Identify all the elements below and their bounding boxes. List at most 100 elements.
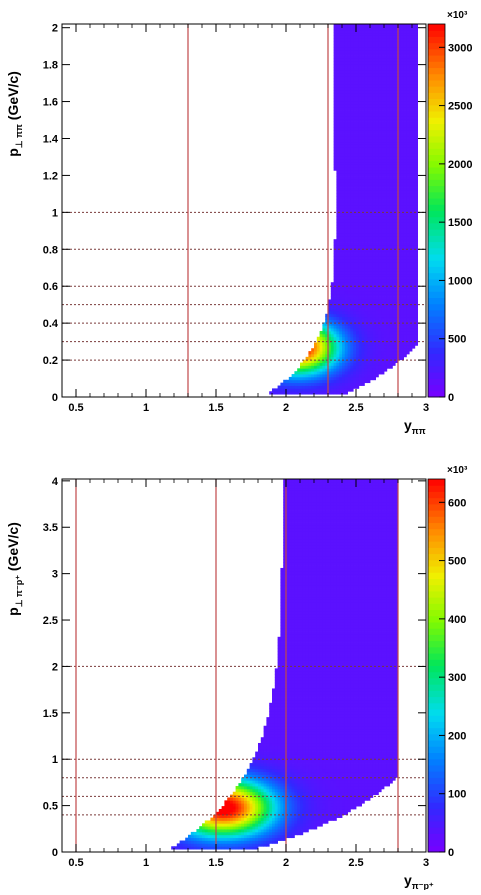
heatmap-cell [275, 763, 278, 766]
heatmap-cell [342, 331, 345, 334]
heatmap-cell [348, 176, 351, 179]
heatmap-cell [404, 325, 407, 328]
heatmap-cell [205, 838, 208, 841]
heatmap-cell [359, 101, 362, 104]
heatmap-cell [314, 383, 317, 386]
heatmap-cell [258, 835, 261, 838]
heatmap-cell [367, 73, 370, 76]
heatmap-cell [390, 291, 393, 294]
heatmap-cell [353, 162, 356, 165]
heatmap-cell [275, 677, 278, 680]
heatmap-cell [334, 122, 337, 125]
heatmap-cell [404, 219, 407, 222]
heatmap-cell [404, 44, 407, 47]
heatmap-cell [390, 328, 393, 331]
heatmap-cell [275, 743, 278, 746]
heatmap-cell [387, 256, 390, 259]
heatmap-cell [387, 44, 390, 47]
heatmap-cell [370, 268, 373, 271]
heatmap-cell [252, 783, 255, 786]
heatmap-cell [336, 185, 339, 188]
heatmap-cell [258, 792, 261, 795]
heatmap-cell [409, 196, 412, 199]
heatmap-cell [258, 780, 261, 783]
heatmap-cell [392, 58, 395, 61]
heatmap-cell [342, 294, 345, 297]
heatmap-cell [412, 337, 415, 340]
heatmap-cell [250, 846, 253, 849]
heatmap-cell [348, 44, 351, 47]
heatmap-cell [387, 265, 390, 268]
heatmap-cell [378, 113, 381, 116]
heatmap-cell [378, 87, 381, 90]
heatmap-cell [409, 288, 412, 291]
heatmap-cell [401, 56, 404, 59]
heatmap-cell [364, 268, 367, 271]
heatmap-cell [362, 188, 365, 191]
heatmap-cell [384, 64, 387, 67]
heatmap-cell [376, 216, 379, 219]
heatmap-cell [384, 288, 387, 291]
heatmap-cell [272, 792, 275, 795]
heatmap-cell [350, 44, 353, 47]
heatmap-cell [378, 79, 381, 82]
heatmap-cell [412, 245, 415, 248]
heatmap-cell [350, 377, 353, 380]
heatmap-cell [415, 38, 418, 41]
heatmap-cell [266, 835, 269, 838]
heatmap-cell [384, 259, 387, 262]
heatmap-cell [350, 325, 353, 328]
heatmap-cell [342, 70, 345, 73]
heatmap-cell [294, 374, 297, 377]
heatmap-cell [392, 133, 395, 136]
heatmap-cell [373, 127, 376, 130]
heatmap-cell [381, 70, 384, 73]
heatmap-cell [378, 199, 381, 202]
heatmap-cell [264, 760, 267, 763]
heatmap-cell [409, 242, 412, 245]
heatmap-cell [404, 225, 407, 228]
heatmap-cell [345, 288, 348, 291]
heatmap-cell [336, 150, 339, 153]
heatmap-cell [244, 820, 247, 823]
heatmap-cell [250, 826, 253, 829]
heatmap-cell [376, 285, 379, 288]
heatmap-cell [359, 136, 362, 139]
heatmap-cell [406, 139, 409, 142]
heatmap-cell [364, 188, 367, 191]
heatmap-cell [364, 222, 367, 225]
heatmap-cell [339, 113, 342, 116]
heatmap-cell [342, 35, 345, 38]
heatmap-cell [331, 291, 334, 294]
heatmap-cell [373, 202, 376, 205]
heatmap-cell [384, 297, 387, 300]
heatmap-cell [376, 53, 379, 56]
heatmap-cell [350, 110, 353, 113]
heatmap-cell [331, 297, 334, 300]
heatmap-cell [412, 213, 415, 216]
heatmap-cell [409, 337, 412, 340]
heatmap-cell [356, 87, 359, 90]
heatmap-cell [219, 843, 222, 846]
heatmap-cell [412, 297, 415, 300]
heatmap-cell [348, 202, 351, 205]
heatmap-cell [376, 348, 379, 351]
heatmap-cell [345, 193, 348, 196]
heatmap-cell [339, 213, 342, 216]
heatmap-cell [392, 294, 395, 297]
heatmap-cell [401, 101, 404, 104]
heatmap-cell [359, 133, 362, 136]
heatmap-cell [378, 297, 381, 300]
heatmap-cell [390, 113, 393, 116]
heatmap-cell [359, 311, 362, 314]
heatmap-cell [409, 165, 412, 168]
heatmap-cell [266, 786, 269, 789]
heatmap-cell [353, 96, 356, 99]
heatmap-cell [381, 225, 384, 228]
heatmap-cell [350, 308, 353, 311]
heatmap-cell [359, 294, 362, 297]
heatmap-cell [362, 368, 365, 371]
heatmap-cell [367, 291, 370, 294]
heatmap-cell [404, 47, 407, 50]
heatmap-cell [401, 173, 404, 176]
